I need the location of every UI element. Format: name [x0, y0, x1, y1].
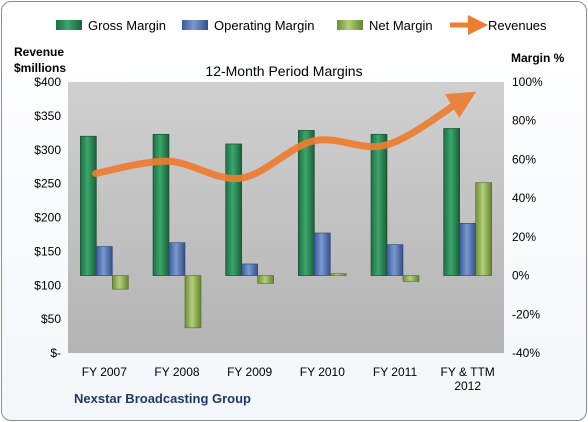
operating-margin-bar [241, 263, 258, 276]
operating-margin-bar [96, 246, 113, 276]
right-tick-label: 0% [512, 269, 530, 283]
revenues-line [92, 91, 477, 183]
bars-layer [80, 128, 492, 329]
operating-margin-bar [168, 242, 186, 276]
x-tick-label: FY 2009 [227, 365, 272, 379]
x-tick-label: FY & TTM 2012 [441, 365, 495, 393]
legend-label-gross-margin: Gross Margin [88, 18, 166, 33]
x-tick-label: FY 2011 [373, 365, 418, 379]
left-tick-label: $300 [34, 143, 61, 157]
gross-margin-bar [370, 133, 388, 276]
x-tick-label: FY 2010 [300, 365, 345, 379]
net-margin-bar [330, 273, 347, 276]
right-tick-label: 60% [512, 152, 536, 166]
legend-swatch-gross-margin [56, 20, 82, 30]
left-tick-label: $100 [34, 278, 61, 292]
gross-margin-bar [298, 130, 315, 276]
legend-swatch-operating-margin [182, 20, 208, 30]
right-tick-label: 40% [512, 191, 536, 205]
left-axis-ticks: $400 $350 $300 $250 $200 $150 $100 $50 $- [34, 75, 61, 360]
net-margin-bar [184, 275, 202, 329]
right-axis-title: Margin % [511, 51, 565, 65]
gross-margin-bar [80, 135, 97, 276]
company-name: Nexstar Broadcasting Group [74, 391, 251, 406]
x-tick-label: FY 2007 [82, 365, 127, 379]
legend: Gross Margin Operating Margin Net Margin… [56, 15, 547, 35]
gross-margin-bar [443, 128, 460, 276]
x-axis-ticks: FY 2007 FY 2008 FY 2009 FY 2010 FY 2011 FY & … [82, 365, 495, 393]
legend-swatch-net-margin [337, 20, 363, 30]
left-tick-label: $350 [34, 109, 61, 123]
left-tick-label: $50 [41, 312, 61, 326]
net-margin-bar [112, 275, 129, 290]
left-tick-label: $150 [34, 244, 61, 258]
left-tick-label: $400 [34, 75, 61, 89]
right-tick-label: 20% [512, 230, 536, 244]
left-axis-title-line2: $millions [14, 61, 66, 75]
operating-margin-bar [459, 223, 476, 276]
right-tick-label: -20% [512, 307, 540, 321]
right-tick-label: 80% [512, 114, 536, 128]
legend-label-net-margin: Net Margin [369, 18, 433, 33]
right-axis-ticks: 100% 80% 60% 40% 20% 0% -20% -40% [512, 75, 543, 360]
gross-margin-bar [152, 133, 170, 276]
net-margin-bar [475, 182, 492, 276]
operating-margin-bar [314, 232, 331, 276]
chart-title: 12-Month Period Margins [205, 63, 362, 79]
x-tick-label: FY 2008 [154, 365, 199, 379]
net-margin-bar [257, 275, 274, 284]
left-tick-label: $250 [34, 177, 61, 191]
left-tick-label: $200 [34, 211, 61, 225]
right-tick-label: 100% [512, 75, 543, 89]
right-tick-label: -40% [512, 346, 540, 360]
legend-label-operating-margin: Operating Margin [214, 18, 314, 33]
left-tick-label: $- [50, 346, 61, 360]
legend-label-revenues: Revenues [488, 18, 547, 33]
revenue-line-layer [92, 91, 477, 183]
net-margin-bar [402, 275, 420, 282]
left-axis-title-line1: Revenue [14, 45, 64, 59]
gross-margin-bar [225, 143, 242, 276]
plot-area [68, 82, 504, 353]
operating-margin-bar [386, 244, 404, 276]
